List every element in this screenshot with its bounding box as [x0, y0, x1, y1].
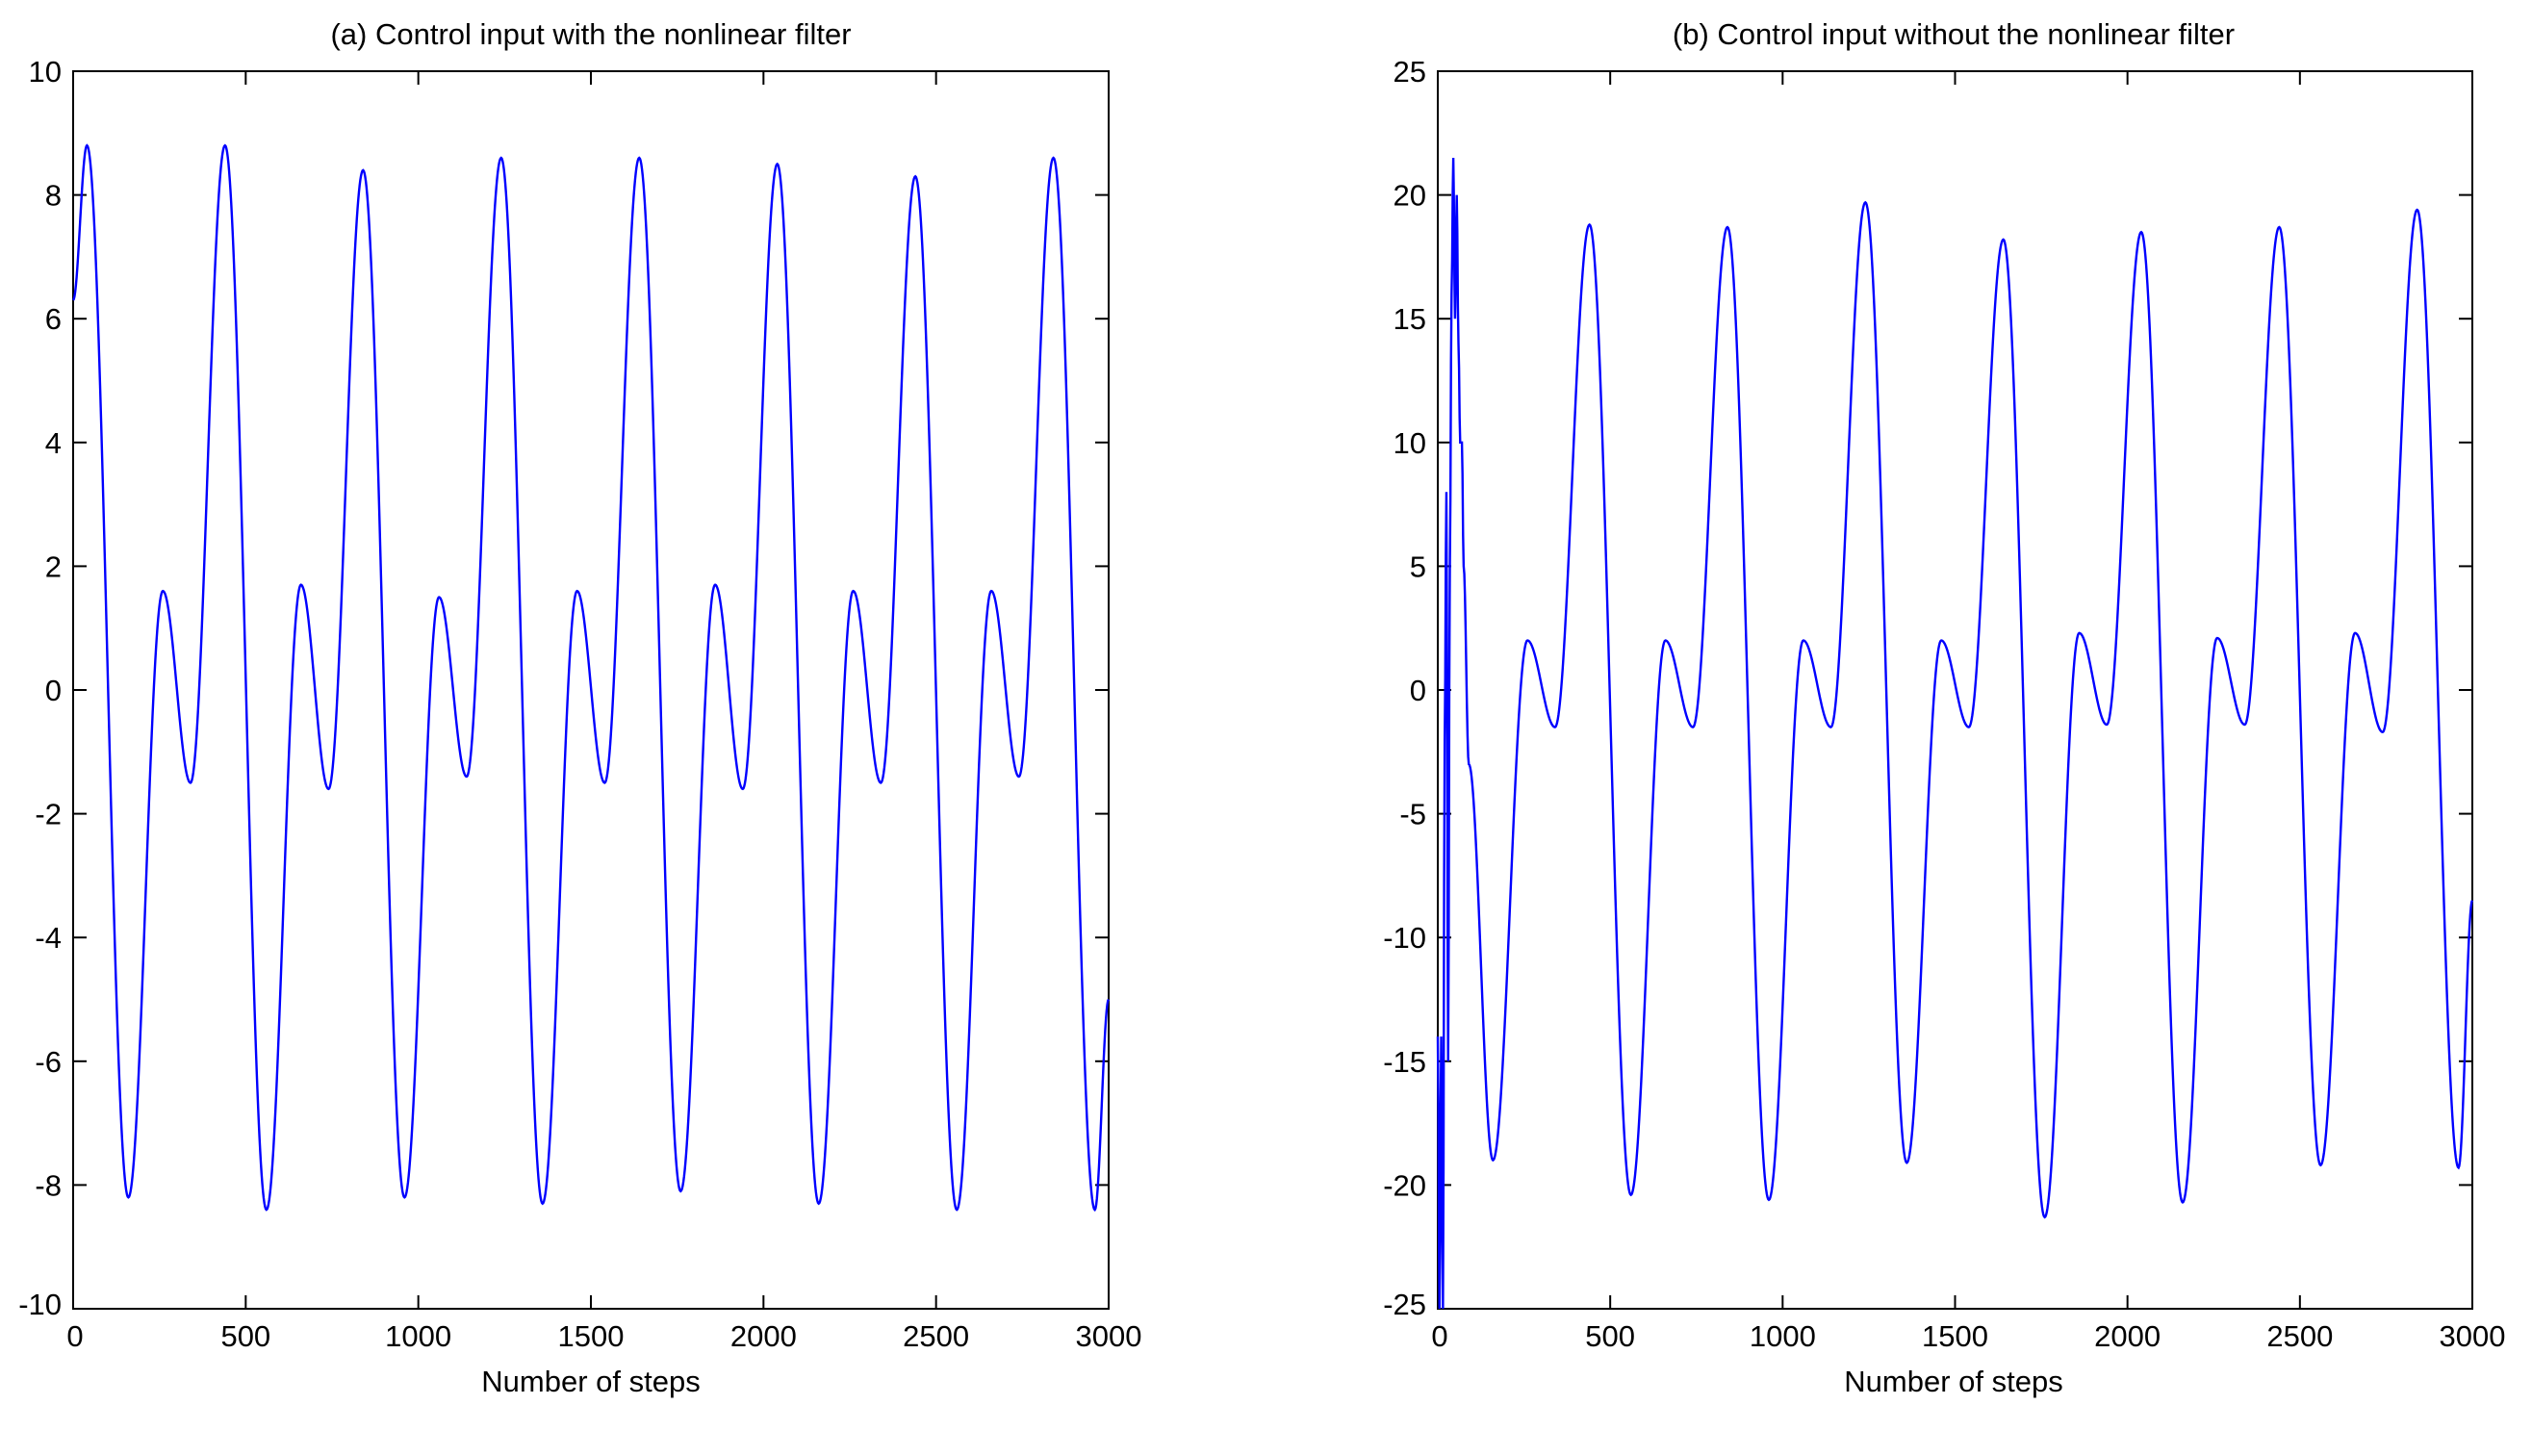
- y-tick-label: 4: [45, 426, 62, 460]
- x-tick-label: 0: [1431, 1319, 1447, 1353]
- series-line: [72, 143, 1111, 1213]
- chart-title: (a) Control input with the nonlinear fil…: [330, 17, 851, 51]
- y-tick-label: -2: [35, 798, 62, 831]
- y-tick-label: 0: [45, 674, 62, 707]
- y-tick-label: 0: [1410, 674, 1426, 707]
- x-tick-label: 500: [220, 1319, 270, 1353]
- x-tick-label: 3000: [2440, 1319, 2506, 1353]
- y-tick-label: -8: [35, 1168, 62, 1202]
- y-tick-label: -10: [18, 1288, 62, 1321]
- x-tick-label: 0: [66, 1319, 83, 1353]
- y-tick-label: -25: [1383, 1288, 1426, 1321]
- y-tick-label: 5: [1410, 549, 1426, 583]
- y-tick-label: -5: [1399, 798, 1426, 831]
- x-tick-label: 2500: [903, 1319, 969, 1353]
- x-tick-label: 500: [1585, 1319, 1635, 1353]
- y-tick-label: 15: [1394, 302, 1426, 336]
- y-tick-label: 2: [45, 549, 62, 583]
- y-tick-label: 10: [1394, 426, 1426, 460]
- x-tick-label: 2000: [730, 1319, 797, 1353]
- x-tick-label: 1500: [1922, 1319, 1988, 1353]
- x-axis-label: Number of steps: [1844, 1365, 2062, 1398]
- chart-panel-b: (b) Control input without the nonlinear …: [1383, 17, 2505, 1398]
- x-tick-label: 2500: [2266, 1319, 2333, 1353]
- x-tick-label: 1000: [385, 1319, 451, 1353]
- chart-title: (b) Control input without the nonlinear …: [1673, 17, 2235, 51]
- y-tick-label: -6: [35, 1045, 62, 1079]
- y-tick-label: 8: [45, 179, 62, 213]
- y-tick-label: 10: [29, 55, 62, 89]
- x-axis-label: Number of steps: [481, 1365, 700, 1398]
- plot-area: [1437, 70, 2473, 1310]
- y-axis: 25 20 15 10 5 0 -5 -10 -15 -20 -25: [1383, 55, 2472, 1321]
- series-line: [1436, 157, 2474, 1310]
- x-axis: 0 500 1000 1500 2000 2500 3000: [1431, 71, 2505, 1353]
- x-tick-label: 2000: [2094, 1319, 2161, 1353]
- x-tick-label: 1500: [558, 1319, 625, 1353]
- y-axis: 10 8 6 4 2 0 -2 -4 -6 -8 -10: [18, 55, 1109, 1321]
- y-tick-label: -15: [1383, 1045, 1426, 1079]
- x-axis: 0 500 1000 1500 2000 2500 3000: [66, 71, 1141, 1353]
- y-tick-label: 6: [45, 302, 62, 336]
- x-tick-label: 3000: [1076, 1319, 1142, 1353]
- x-tick-label: 1000: [1750, 1319, 1816, 1353]
- y-tick-label: 25: [1394, 55, 1426, 89]
- y-tick-label: -4: [35, 921, 62, 955]
- y-tick-label: 20: [1394, 179, 1426, 213]
- chart-panel-a: (a) Control input with the nonlinear fil…: [18, 17, 1141, 1398]
- y-tick-label: -10: [1383, 921, 1426, 955]
- y-tick-label: -20: [1383, 1168, 1426, 1202]
